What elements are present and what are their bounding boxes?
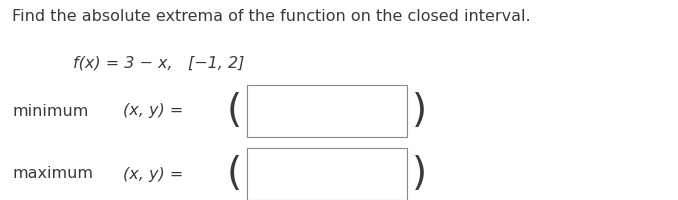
Text: minimum: minimum [12, 104, 89, 118]
Text: (x, y) =: (x, y) = [123, 166, 184, 182]
Text: ): ) [412, 92, 427, 130]
Text: (: ( [227, 155, 242, 193]
Text: f(x) = 3 − x,   [−1, 2]: f(x) = 3 − x, [−1, 2] [73, 56, 245, 71]
Bar [247, 148, 407, 200]
Text: ): ) [412, 155, 427, 193]
Bar [247, 85, 407, 137]
Text: (: ( [227, 92, 242, 130]
Text: (x, y) =: (x, y) = [123, 104, 184, 118]
Text: maximum: maximum [12, 166, 93, 182]
Text: Find the absolute extrema of the function on the closed interval.: Find the absolute extrema of the functio… [12, 9, 531, 24]
